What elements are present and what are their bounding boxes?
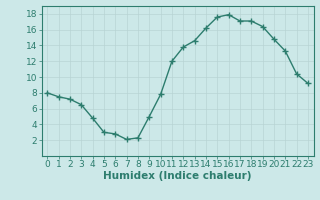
X-axis label: Humidex (Indice chaleur): Humidex (Indice chaleur) <box>103 171 252 181</box>
